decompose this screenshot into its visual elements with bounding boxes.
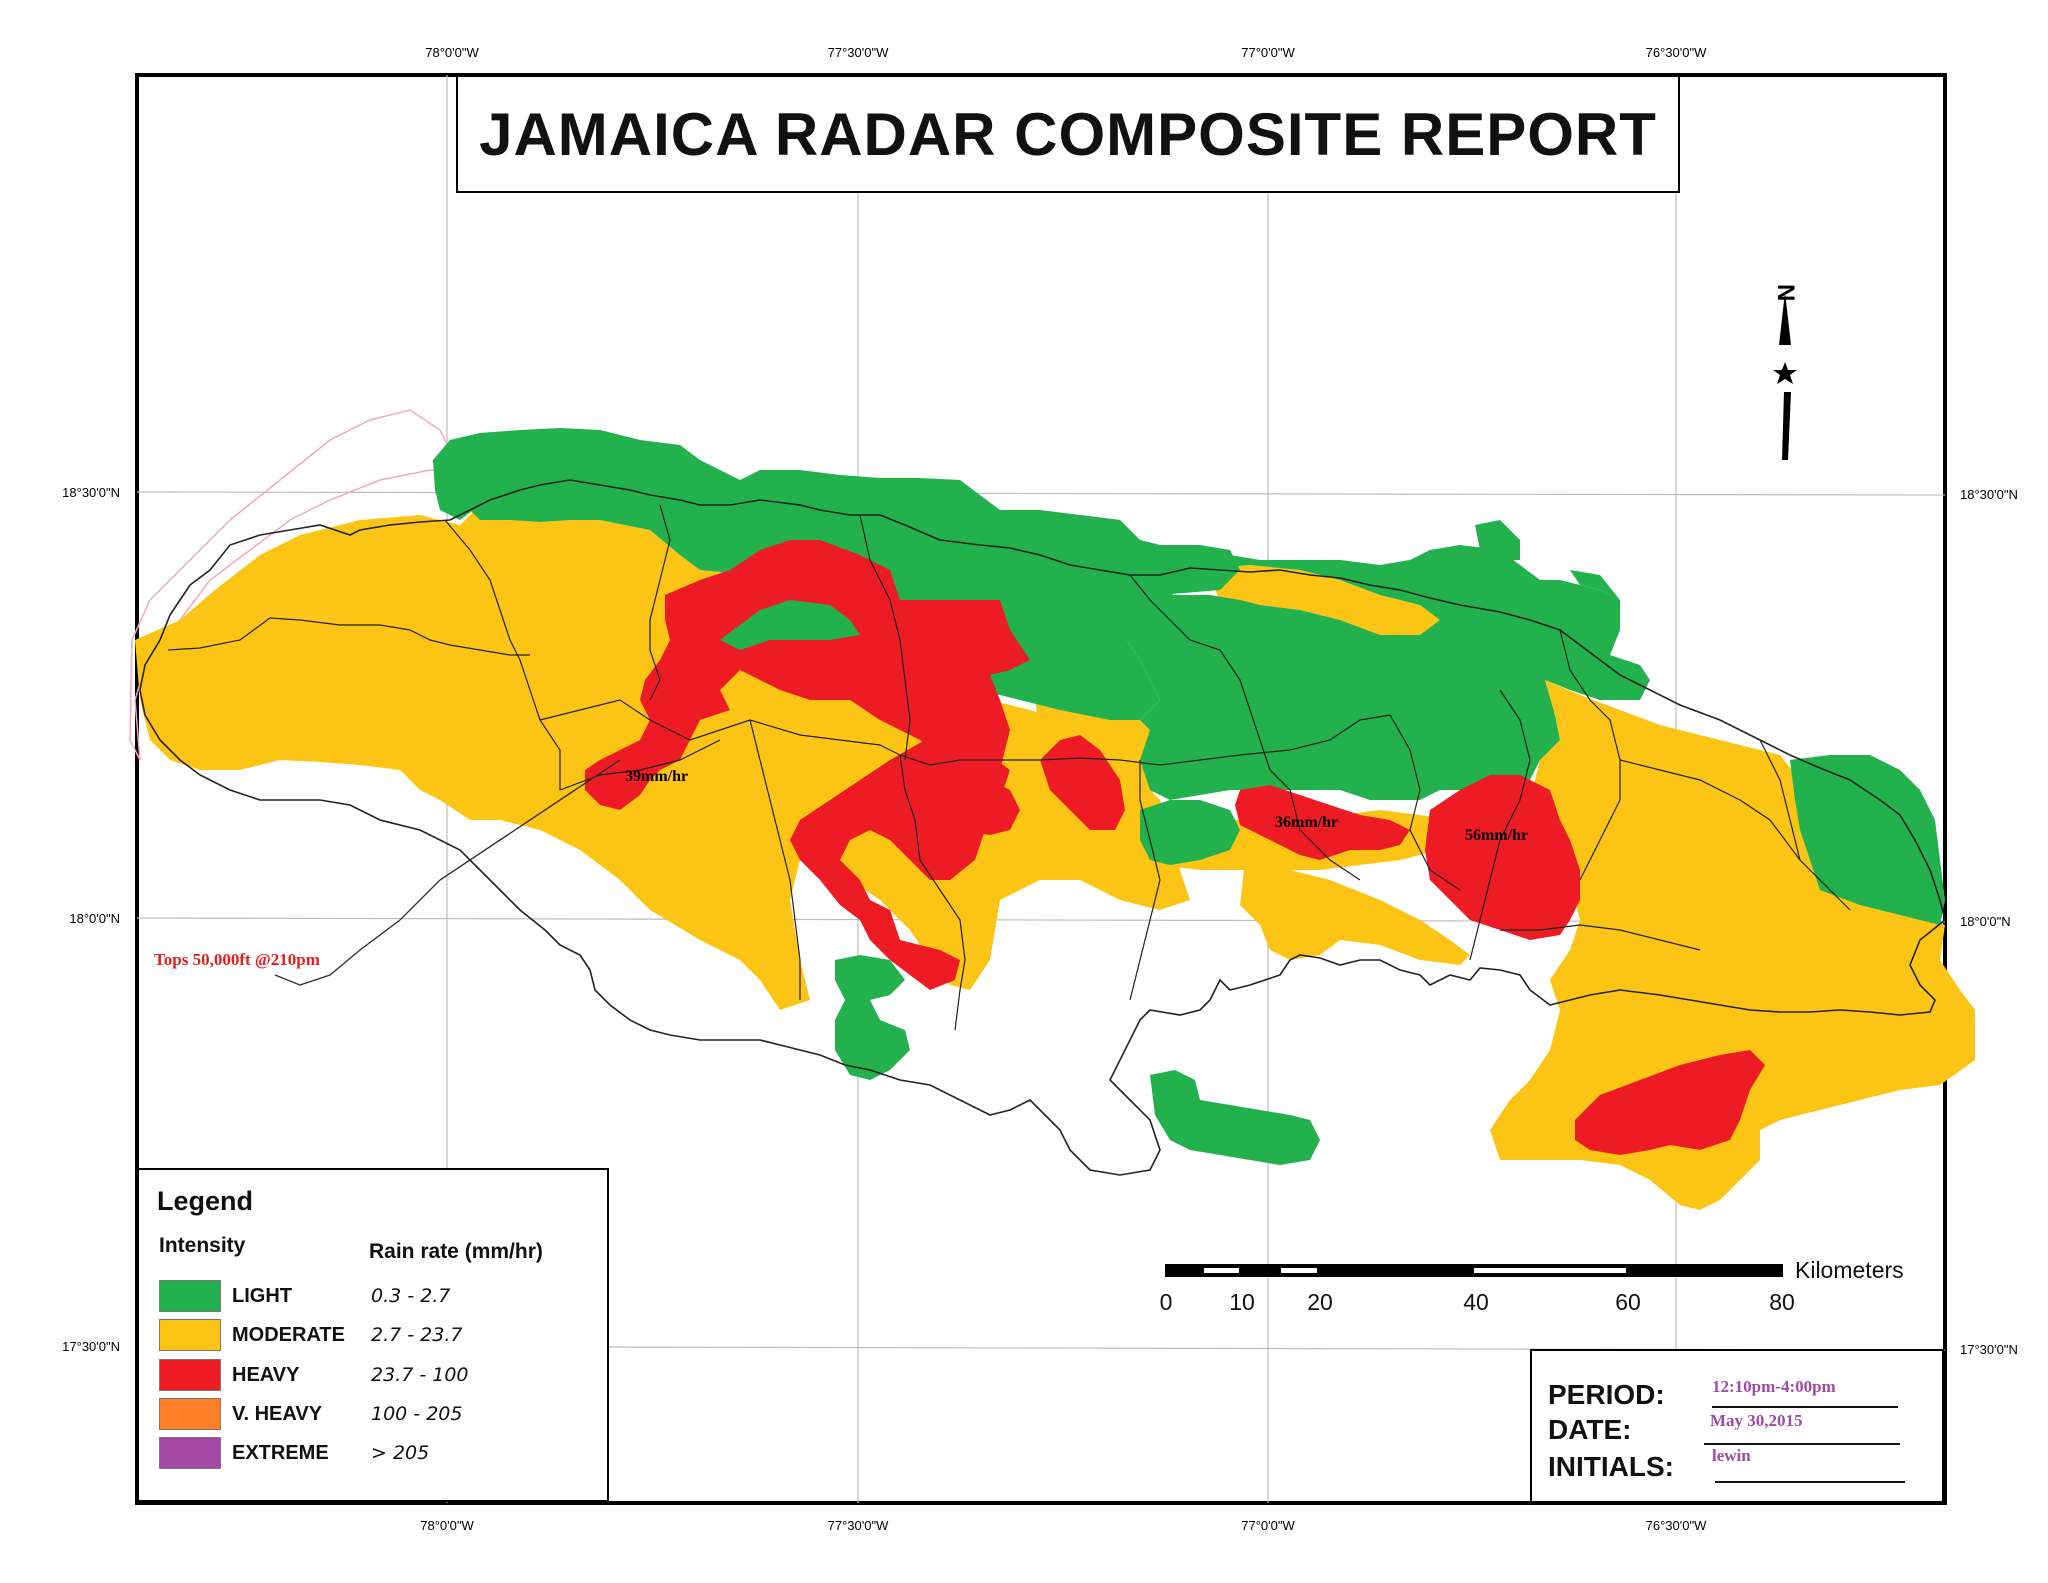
heavy-rain-areas (585, 540, 1765, 1155)
lon-label-bottom-77w: 77°0'0"W (1241, 1518, 1295, 1533)
north-arrow-head (1779, 292, 1791, 345)
lat-label-left-18n: 18°0'0"N (69, 911, 120, 926)
legend-range-heavy: 23.7 - 100 (371, 1364, 469, 1386)
legend-header-intensity: Intensity (159, 1234, 246, 1257)
period-value: 12:10pm-4:00pm (1712, 1377, 1836, 1396)
scale-bar: Kilometers 0 10 20 40 60 80 (1160, 1257, 1904, 1315)
legend-range-light: 0.3 - 2.7 (371, 1285, 451, 1307)
legend: Legend Intensity Rain rate (mm/hr) LIGHT… (137, 1168, 609, 1502)
date-value: May 30,2015 (1710, 1411, 1803, 1430)
report-title: JAMAICA RADAR COMPOSITE REPORT (479, 100, 1657, 168)
graticule-labels: 78°0'0"W 77°30'0"W 77°0'0"W 76°30'0"W 78… (62, 45, 2018, 1533)
lat-label-left-17-30n: 17°30'0"N (62, 1339, 120, 1354)
legend-item-heavy: HEAVY 23.7 - 100 (159, 1359, 599, 1391)
initials-label: INITIALS: (1548, 1451, 1674, 1482)
legend-label-light: LIGHT (232, 1285, 292, 1307)
legend-title: Legend (157, 1186, 254, 1216)
cell-rate-label-central: 36mm/hr (1275, 814, 1338, 831)
lon-label-top-77-30w: 77°30'0"W (828, 45, 889, 60)
date-underline (1704, 1443, 1900, 1445)
scale-tick-60: 60 (1615, 1289, 1641, 1315)
lon-label-top-77w: 77°0'0"W (1241, 45, 1295, 60)
initials-underline (1715, 1481, 1905, 1483)
lat-label-left-18-30n: 18°30'0"N (62, 485, 120, 500)
scale-bar-unit: Kilometers (1795, 1257, 1904, 1283)
period-label: PERIOD: (1548, 1379, 1665, 1410)
lat-label-right-18n: 18°0'0"N (1960, 914, 2011, 929)
north-arrow-star-icon (1773, 362, 1797, 384)
legend-swatch-extreme (159, 1437, 221, 1469)
lon-label-top-76-30w: 76°30'0"W (1646, 45, 1707, 60)
legend-swatch-heavy (159, 1359, 221, 1391)
lon-label-bottom-76-30w: 76°30'0"W (1646, 1518, 1707, 1533)
legend-range-very-heavy: 100 - 205 (371, 1403, 463, 1425)
lon-label-bottom-77-30w: 77°30'0"W (828, 1518, 889, 1533)
scale-tick-40: 40 (1463, 1289, 1489, 1315)
legend-item-moderate: MODERATE 2.7 - 23.7 (159, 1319, 599, 1351)
cloud-tops-label: Tops 50,000ft @210pm (154, 950, 320, 969)
lon-label-top-78w: 78°0'0"W (425, 45, 479, 60)
report-title-box: JAMAICA RADAR COMPOSITE REPORT (456, 75, 1680, 193)
legend-label-extreme: EXTREME (232, 1442, 329, 1464)
parish-boundaries (167, 504, 1851, 1031)
lat-label-right-17-30n: 17°30'0"N (1960, 1342, 2018, 1357)
north-arrow-tail (1782, 392, 1791, 460)
legend-item-light: LIGHT 0.3 - 2.7 (159, 1280, 599, 1312)
legend-swatch-very-heavy (159, 1398, 221, 1430)
report-info-box: PERIOD: 12:10pm-4:00pm DATE: May 30,2015… (1530, 1349, 1944, 1503)
legend-label-moderate: MODERATE (232, 1324, 345, 1346)
lon-label-bottom-78w: 78°0'0"W (420, 1518, 474, 1533)
scale-tick-10: 10 (1229, 1289, 1255, 1315)
scale-tick-20: 20 (1307, 1289, 1333, 1315)
period-underline (1712, 1406, 1898, 1408)
jamaica-coastline (139, 479, 1946, 1176)
cell-rate-label-east: 56mm/hr (1465, 827, 1528, 844)
lat-label-right-18-30n: 18°30'0"N (1960, 487, 2018, 502)
north-letter: N (1772, 284, 1799, 301)
legend-swatch-light (159, 1280, 221, 1312)
legend-label-very-heavy: V. HEAVY (232, 1403, 323, 1425)
legend-item-very-heavy: V. HEAVY 100 - 205 (159, 1398, 599, 1430)
north-arrow: N (1772, 284, 1799, 460)
legend-label-heavy: HEAVY (232, 1364, 300, 1386)
legend-swatch-moderate (159, 1319, 221, 1351)
legend-item-extreme: EXTREME > 205 (159, 1437, 599, 1469)
legend-range-extreme: > 205 (371, 1442, 430, 1464)
scale-tick-80: 80 (1769, 1289, 1795, 1315)
initials-value: lewin (1712, 1446, 1751, 1465)
date-label: DATE: (1548, 1414, 1632, 1445)
legend-range-moderate: 2.7 - 23.7 (371, 1324, 463, 1346)
legend-header-rate: Rain rate (mm/hr) (369, 1240, 543, 1263)
scale-tick-0: 0 (1160, 1289, 1173, 1315)
cell-rate-label-west: 39mm/hr (625, 768, 688, 785)
storm-track-line (274, 759, 621, 986)
